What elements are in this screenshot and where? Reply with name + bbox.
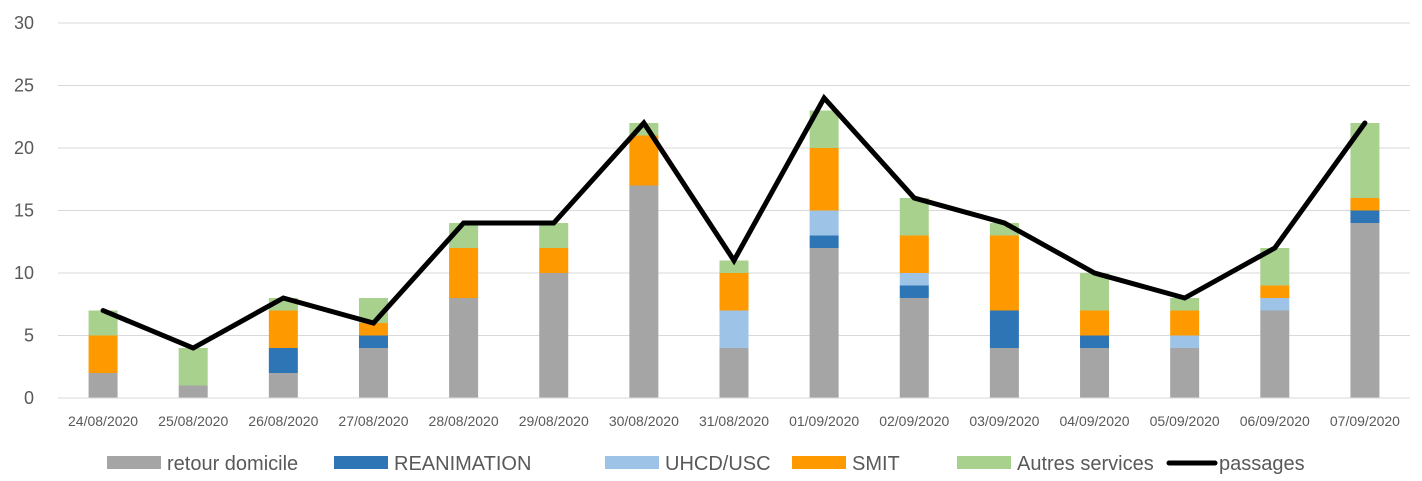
bar-segment-reanimation	[899, 285, 929, 298]
bar-segment-autres-services	[1170, 298, 1200, 311]
x-tick-label: 29/08/2020	[519, 413, 589, 429]
legend-label: Autres services	[1017, 453, 1154, 475]
bar-segment-retour-domicile	[178, 385, 208, 398]
legend-swatch	[792, 456, 846, 469]
x-tick-label: 07/09/2020	[1330, 413, 1400, 429]
bar-segment-retour-domicile	[1350, 223, 1380, 398]
bars	[88, 110, 1380, 398]
bar-segment-autres-services	[719, 260, 749, 273]
bar-segment-smit	[1080, 310, 1110, 336]
legend-label: REANIMATION	[394, 453, 531, 475]
x-tick-label: 01/09/2020	[789, 413, 859, 429]
legend-item: retour domicile	[107, 453, 298, 475]
bar-segment-autres-services	[899, 198, 929, 236]
x-axis-ticks: 24/08/2020 25/08/2020 26/08/2020 27/08/2020…	[68, 413, 1400, 429]
bar-segment-retour-domicile	[899, 298, 929, 398]
bar-segment-reanimation	[1080, 335, 1110, 348]
x-tick-label: 05/09/2020	[1150, 413, 1220, 429]
bar-segment-smit	[1260, 285, 1290, 298]
bar-segment-uhcd-usc	[899, 273, 929, 286]
bar-segment-smit	[449, 248, 479, 298]
bar-segment-smit	[358, 323, 388, 336]
y-tick-label: 5	[24, 326, 34, 346]
bar-segment-retour-domicile	[449, 298, 479, 398]
bar-segment-uhcd-usc	[1260, 298, 1290, 311]
legend-swatch	[957, 456, 1011, 469]
x-tick-label: 26/08/2020	[248, 413, 318, 429]
bar-segment-retour-domicile	[629, 185, 659, 398]
legend-swatch	[605, 456, 659, 469]
x-tick-label: 02/09/2020	[879, 413, 949, 429]
x-tick-label: 28/08/2020	[429, 413, 499, 429]
bar-segment-autres-services	[539, 223, 569, 248]
bar-segment-retour-domicile	[268, 373, 298, 398]
bar-segment-smit	[809, 148, 839, 211]
x-tick-label: 06/09/2020	[1240, 413, 1310, 429]
bar-segment-uhcd-usc	[809, 210, 839, 236]
x-tick-label: 27/08/2020	[338, 413, 408, 429]
bar-segment-reanimation	[1350, 210, 1380, 223]
y-axis-ticks: 0 5 10 15 20 25 30	[14, 13, 34, 408]
bar-segment-uhcd-usc	[1170, 335, 1200, 348]
bar-segment-reanimation	[268, 348, 298, 373]
bar-segment-smit	[1170, 310, 1200, 336]
y-tick-label: 25	[14, 76, 34, 96]
y-tick-label: 0	[24, 388, 34, 408]
bar-segment-retour-domicile	[358, 348, 388, 398]
bar-segment-uhcd-usc	[719, 310, 749, 348]
legend-item: passages	[1166, 453, 1305, 475]
legend-swatch	[107, 456, 161, 469]
legend-item: REANIMATION	[334, 453, 531, 475]
bar-segment-retour-domicile	[809, 248, 839, 398]
bar-segment-retour-domicile	[719, 348, 749, 398]
bar-segment-retour-domicile	[989, 348, 1019, 398]
bar-segment-retour-domicile	[1170, 348, 1200, 398]
x-tick-label: 24/08/2020	[68, 413, 138, 429]
y-tick-label: 30	[14, 13, 34, 33]
x-tick-label: 03/09/2020	[969, 413, 1039, 429]
legend-label: SMIT	[852, 453, 900, 475]
bar-segment-smit	[1350, 198, 1380, 211]
passages-line	[100, 93, 1368, 351]
bar-segment-autres-services	[178, 348, 208, 386]
legend-item: Autres services	[957, 453, 1154, 475]
bar-segment-smit	[719, 273, 749, 311]
legend-label: passages	[1219, 453, 1305, 475]
x-tick-label: 04/09/2020	[1059, 413, 1129, 429]
bar-segment-reanimation	[809, 235, 839, 248]
bar-segment-retour-domicile	[1080, 348, 1110, 398]
legend-label: retour domicile	[167, 453, 298, 475]
legend-swatch	[334, 456, 388, 469]
legend-item: SMIT	[792, 453, 900, 475]
x-tick-label: 25/08/2020	[158, 413, 228, 429]
y-tick-label: 10	[14, 263, 34, 283]
bar-segment-autres-services	[1080, 273, 1110, 311]
x-tick-label: 30/08/2020	[609, 413, 679, 429]
bar-segment-reanimation	[989, 310, 1019, 348]
bar-segment-retour-domicile	[1260, 310, 1290, 398]
legend-item: UHCD/USC	[605, 453, 771, 475]
legend: retour domicile REANIMATION UHCD/USC SMIT Au…	[107, 453, 1305, 475]
y-tick-label: 15	[14, 201, 34, 221]
bar-segment-smit	[539, 248, 569, 273]
y-tick-label: 20	[14, 138, 34, 158]
bar-segment-smit	[88, 335, 118, 373]
bar-segment-retour-domicile	[539, 273, 569, 398]
bar-segment-reanimation	[358, 335, 388, 348]
bar-segment-retour-domicile	[88, 373, 118, 398]
bar-segment-smit	[268, 310, 298, 348]
bar-segment-smit	[629, 135, 659, 186]
bar-segment-smit	[899, 235, 929, 273]
x-tick-label: 31/08/2020	[699, 413, 769, 429]
passages-line-layer	[100, 93, 1368, 351]
bar-segment-smit	[989, 235, 1019, 311]
legend-label: UHCD/USC	[665, 453, 771, 475]
